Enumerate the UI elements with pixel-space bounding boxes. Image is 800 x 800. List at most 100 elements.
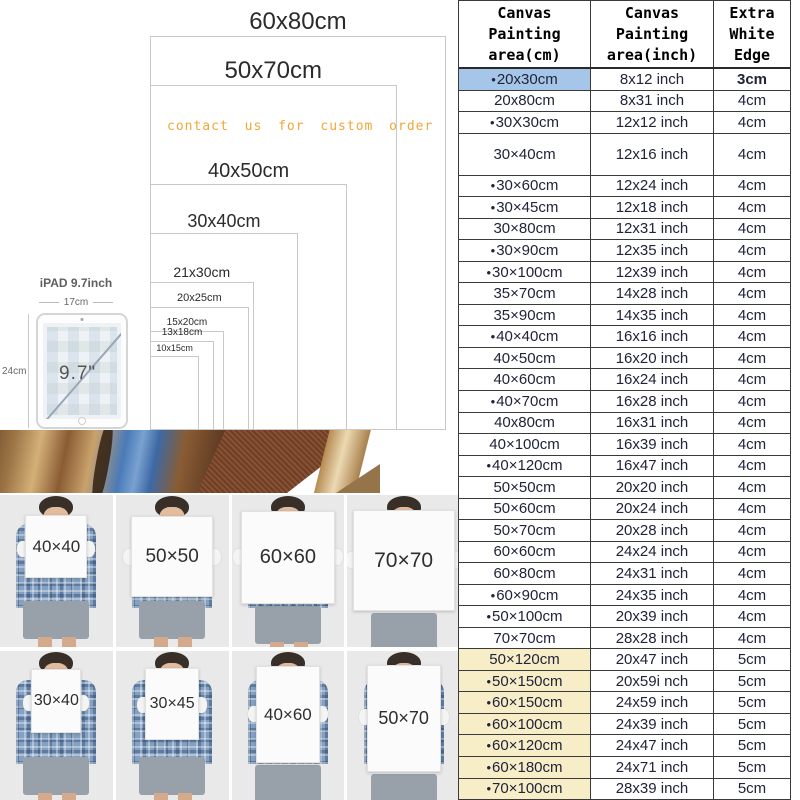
- table-row: • 30×45cm 12x18 inch 4cm: [459, 197, 790, 219]
- table-row: • 30X30cm 12x12 inch 4cm: [459, 112, 790, 134]
- cm-size-value: 50×120cm: [489, 651, 560, 669]
- cm-size-cell: 50×60cm: [459, 498, 591, 520]
- white-edge-cell: 4cm: [737, 145, 767, 163]
- cm-size-value: 50×50cm: [493, 478, 556, 496]
- model-holding-canvas-photo: 40×40: [0, 495, 113, 647]
- shorts: [139, 757, 206, 795]
- table-row: 35×70cm 14x28 inch 4cm: [459, 283, 790, 305]
- bullet-dot-icon: •: [486, 264, 492, 280]
- size-rectangle: [150, 356, 200, 430]
- table-row: 30×80cm 12x31 inch 4cm: [459, 218, 790, 241]
- blank-canvas: 50×50: [131, 516, 214, 597]
- blank-canvas: 30×45: [145, 668, 200, 740]
- white-edge-cell: 5cm: [737, 715, 767, 733]
- bullet-dot-icon: •: [486, 759, 492, 775]
- leg: [153, 793, 168, 800]
- table-row: • 60×90cm 24x35 inch 4cm: [459, 584, 790, 607]
- inch-size-cell: 20x47 inch: [591, 649, 714, 670]
- model-holding-canvas-photo: 60×60: [231, 495, 345, 647]
- model-holding-canvas-photo: 70×70: [347, 495, 460, 647]
- inch-size-cell: 12x24 inch: [591, 175, 714, 197]
- ipad-device-icon: 9.7": [36, 313, 128, 429]
- cm-size-cell: 40×100cm: [459, 434, 591, 455]
- table-row: 70×70cm 28x28 inch 4cm: [459, 627, 790, 650]
- cm-size-value: 30×40cm: [493, 145, 556, 163]
- app-icon-grid: [47, 327, 117, 415]
- white-edge-cell: 4cm: [737, 177, 767, 195]
- inch-size-cell: 16x31 inch: [591, 412, 714, 434]
- screen-size-label: 9.7": [59, 363, 97, 384]
- ipad-width-label: 17cm: [18, 297, 134, 308]
- cm-size-cell: 50×120cm: [459, 649, 591, 670]
- cm-size-value: 35×90cm: [493, 306, 556, 324]
- cm-size-value: 40×120cm: [492, 457, 563, 475]
- white-edge-cell: 4cm: [737, 198, 767, 216]
- table-row: 35×90cm 14x35 inch 4cm: [459, 304, 790, 327]
- bullet-dot-icon: •: [490, 329, 496, 345]
- white-edge-cell: 4cm: [737, 92, 767, 110]
- cm-size-value: 40×60cm: [493, 371, 556, 389]
- inch-size-cell: 24x35 inch: [591, 584, 714, 606]
- cm-size-cell: • 30X30cm: [459, 112, 591, 133]
- leg: [38, 793, 52, 800]
- inch-size-cell: 28x39 inch: [591, 778, 714, 800]
- blank-canvas: 40×60: [255, 666, 320, 763]
- table-row: 50×50cm 20x20 inch 4cm: [459, 477, 790, 499]
- leg: [293, 642, 308, 647]
- table-row: 40×100cm 16x39 inch 4cm: [459, 434, 790, 456]
- cm-size-value: 40×100cm: [489, 435, 560, 453]
- inch-size-cell: 16x28 inch: [591, 390, 714, 412]
- cm-size-cell: 35×70cm: [459, 283, 591, 304]
- gloved-hand: [347, 551, 357, 568]
- white-edge-cell: 4cm: [737, 328, 767, 346]
- blank-canvas: 30×40: [31, 669, 82, 733]
- cm-size-cell: 40×60cm: [459, 369, 591, 390]
- cm-size-cell: • 30×60cm: [459, 175, 591, 197]
- cm-size-value: 30×90cm: [496, 242, 559, 260]
- shorts: [370, 613, 437, 647]
- home-button-icon: [78, 417, 86, 425]
- cm-size-value: 60×150cm: [492, 694, 563, 712]
- cm-size-cell: • 70×100cm: [459, 778, 591, 800]
- white-edge-cell: 5cm: [737, 737, 767, 755]
- cm-size-value: 50×100cm: [492, 608, 563, 626]
- cm-size-cell: • 40×40cm: [459, 326, 591, 347]
- white-edge-cell: 4cm: [737, 543, 767, 561]
- size-rectangle-label: 50x70cm: [224, 56, 322, 84]
- white-edge-cell: 5cm: [737, 672, 767, 690]
- table-header-cell: Canvas Painting area(inch): [591, 1, 714, 67]
- bullet-dot-icon: •: [491, 71, 496, 87]
- table-row: 50×70cm 20x28 inch 4cm: [459, 520, 790, 542]
- table-row: • 30×60cm 12x24 inch 4cm: [459, 175, 790, 198]
- bullet-dot-icon: •: [486, 781, 492, 797]
- cm-size-value: 60×80cm: [493, 564, 556, 582]
- white-edge-cell: 4cm: [737, 521, 767, 539]
- blank-canvas: 60×60: [240, 511, 335, 604]
- table-header-cell: Canvas Painting area(cm): [459, 1, 591, 67]
- bullet-dot-icon: •: [490, 178, 496, 194]
- inch-size-cell: 12x12 inch: [591, 112, 714, 133]
- cm-size-cell: 50×50cm: [459, 477, 591, 498]
- height-dimension-line: [28, 314, 29, 428]
- white-edge-cell: 4cm: [737, 457, 767, 475]
- cm-size-cell: 40x80cm: [459, 412, 591, 434]
- leg: [177, 793, 192, 800]
- cm-size-cell: • 60×120cm: [459, 735, 591, 756]
- bullet-dot-icon: •: [486, 695, 492, 711]
- inch-size-cell: 14x35 inch: [591, 304, 714, 326]
- bullet-dot-icon: •: [486, 458, 492, 474]
- white-edge-cell: 4cm: [737, 371, 767, 389]
- size-rectangle-label: 21x30cm: [173, 264, 231, 281]
- inch-size-cell: 16x39 inch: [591, 434, 714, 455]
- size-rectangle-label: 40x50cm: [208, 159, 290, 182]
- bullet-dot-icon: •: [490, 587, 496, 603]
- ipad-screen: 9.7": [43, 323, 121, 419]
- cm-size-value: 40×50cm: [493, 349, 556, 367]
- ipad-title: iPAD 9.7inch: [39, 276, 113, 290]
- cm-size-cell: • 20x30cm: [459, 69, 591, 90]
- blank-canvas: 50×70: [366, 665, 441, 772]
- table-row: 60×60cm 24x24 inch 4cm: [459, 541, 790, 564]
- cm-size-value: 70×100cm: [492, 780, 563, 798]
- inch-size-cell: 20x20 inch: [591, 477, 714, 498]
- cm-size-value: 20x80cm: [494, 92, 555, 110]
